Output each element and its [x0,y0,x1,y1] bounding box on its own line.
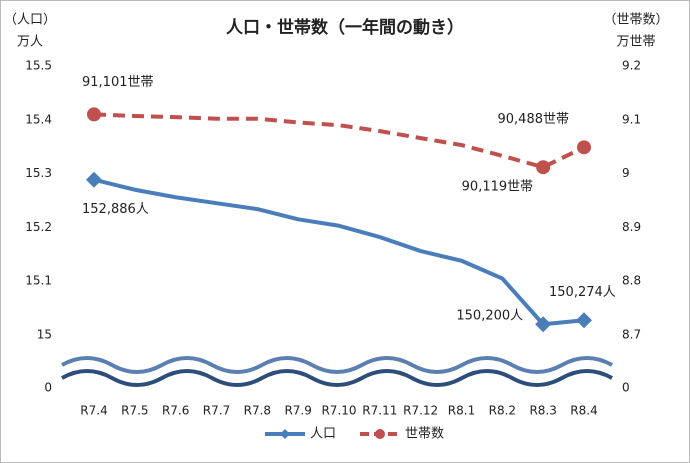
x-tick-label: R7.8 [244,404,271,418]
x-tick-label: R7.5 [121,404,148,418]
y2-axis-label: 万世帯 [616,35,655,50]
y-axis-label: （人口） [4,13,56,28]
legend-label: 人口 [310,427,336,442]
y-tick-label: 15.2 [25,220,52,234]
y2-tick-label: 8.9 [622,220,641,234]
data-label: 150,274人 [549,285,616,300]
data-marker [535,316,552,333]
data-label: 91,101世帯 [82,75,154,90]
x-tick-label: R7.7 [203,404,230,418]
data-marker [577,140,591,155]
series-line [93,177,585,327]
y-tick-label: 15.5 [25,59,52,73]
data-marker [87,107,101,122]
x-tick-label: R7.11 [362,404,397,418]
x-tick-label: R7.10 [321,404,356,418]
y-tick-label: 15.4 [25,112,52,126]
y2-tick-label: 9 [622,166,630,180]
y2-tick-label: 9.1 [622,112,641,126]
y2-axis-label: （世帯数） [603,13,668,28]
x-tick-label: R7.6 [162,404,189,418]
chart-title: 人口・世帯数（一年間の動き） [226,17,464,38]
x-tick-label: R8.2 [489,404,516,418]
y-tick-label: 15 [37,328,52,342]
y2-tick-label: 0 [622,381,630,395]
data-marker [536,160,551,175]
data-label: 152,886人 [82,202,149,217]
data-label: 90,119世帯 [462,180,534,195]
series-line [93,112,585,170]
legend-marker [375,429,385,439]
y2-tick-label: 8.8 [622,274,641,288]
data-label: 150,200人 [456,309,523,324]
x-tick-label: R8.4 [570,404,597,418]
y-axis-label: 万人 [17,35,43,50]
legend-marker [280,429,290,439]
data-marker [86,171,102,188]
y-tick-label: 0 [44,381,52,395]
x-tick-label: R7.9 [284,404,311,418]
y-tick-label: 15.1 [25,274,52,288]
y2-tick-label: 8.7 [622,328,641,342]
x-tick-label: R7.4 [80,404,107,418]
axis-break [61,356,613,387]
legend-label: 世帯数 [405,427,444,442]
x-tick-label: R8.1 [448,404,475,418]
data-marker [576,312,592,329]
x-tick-label: R8.3 [529,404,556,418]
y2-tick-label: 9.2 [622,59,641,73]
y-tick-label: 15.3 [25,166,52,180]
data-label: 90,488世帯 [498,112,570,127]
x-tick-label: R7.12 [403,404,438,418]
